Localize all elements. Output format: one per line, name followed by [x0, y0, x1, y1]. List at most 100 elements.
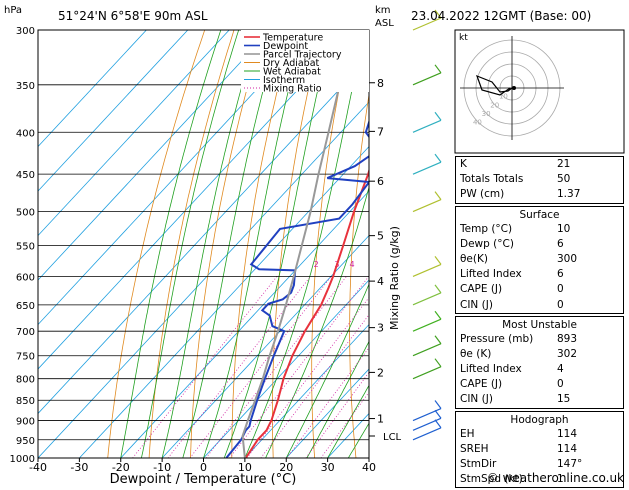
footer-copyright: © weatheronline.co.uk: [487, 471, 624, 485]
wet-adiabat-line: [141, 30, 240, 458]
pressure-tick-label: 750: [16, 352, 35, 363]
hodo-row: StmDir 147°: [456, 457, 623, 472]
hodograph-ring-label: 20: [490, 101, 499, 109]
wind-barb: [412, 427, 442, 441]
mu-row: θe (K) 302: [456, 347, 623, 362]
wet-adiabat-line: [306, 340, 369, 458]
isotherm-line: [244, 323, 369, 458]
x-tick-label: 30: [321, 461, 335, 474]
dry-adiabat-line: [107, 30, 206, 458]
mixing-ratio-line: [320, 391, 369, 458]
surface-row: Dewp (°C) 6: [456, 237, 623, 252]
pressure-tick-label: 950: [16, 436, 35, 447]
isotherm-line: [38, 30, 147, 148]
hodo-label: SREH: [460, 442, 489, 455]
mixing-ratio-label: 4: [350, 260, 355, 269]
km-tick-label: 2: [377, 366, 384, 379]
mu-value: 893: [557, 332, 578, 345]
surface-value: 10: [557, 222, 571, 235]
pressure-tick-label: 400: [16, 128, 35, 139]
index-label: Totals Totals: [460, 173, 524, 186]
wind-barb-flag: [434, 335, 442, 345]
surface-row: θe(K) 300: [456, 252, 623, 267]
km-tick-label: 1: [377, 413, 384, 426]
x-tick-label: -40: [29, 461, 47, 474]
wind-barb: [412, 17, 442, 31]
dry-adiabat-line: [422, 30, 439, 458]
index-value: 21: [557, 158, 571, 170]
mu-value: 15: [557, 393, 571, 406]
pressure-tick-label: 1000: [10, 454, 35, 465]
mixing-ratio-line: [286, 347, 369, 458]
isotherm-line: [161, 234, 369, 458]
legend-label: Mixing Ratio: [263, 84, 322, 95]
hodograph-trace: [475, 74, 513, 96]
surface-title: Surface: [519, 208, 560, 221]
wind-barb: [412, 292, 442, 306]
km-tick-label: 8: [377, 77, 384, 90]
index-label: K: [460, 158, 467, 170]
wind-barb: [412, 318, 442, 332]
surface-row: Temp (°C) 10: [456, 222, 623, 237]
pressure-tick-label: 300: [16, 26, 35, 37]
surface-value: 0: [557, 298, 564, 311]
hpa-unit: hPa: [4, 5, 22, 16]
wind-barb: [412, 199, 442, 213]
isotherm-line: [38, 30, 230, 237]
hodo-value: 1: [557, 473, 564, 486]
wind-barb-flag: [434, 256, 442, 265]
isotherm-line: [38, 30, 271, 281]
pressure-tick-label: 650: [16, 301, 35, 312]
wet-adiabat-line: [161, 30, 259, 458]
km-tick-label: 3: [377, 322, 384, 335]
mu-label: Lifted Index: [460, 363, 522, 376]
surface-row: CIN (J) 0: [456, 298, 623, 313]
isotherm-line: [38, 30, 189, 192]
surface-label: Temp (°C): [460, 222, 513, 235]
wind-barb-flag: [434, 111, 442, 121]
wind-barb: [412, 161, 442, 175]
mu-label: CIN (J): [460, 393, 493, 406]
pressure-tick-label: 900: [16, 417, 35, 428]
legend-label: Isotherm: [263, 75, 305, 86]
km-tick-label: 7: [377, 125, 384, 138]
isotherm-line: [38, 30, 354, 370]
hodograph-stats-title: Hodograph: [510, 413, 569, 426]
mu-value: 302: [557, 347, 578, 360]
profile-lines: [225, 30, 369, 458]
surface-box: Surface Temp (°C) 10 Dewp (°C) 6 θe(K) 300 …: [455, 205, 624, 314]
legend-box: [241, 30, 369, 92]
hodograph-ring-label: 10: [499, 93, 508, 101]
surface-label: θe(K): [460, 252, 488, 265]
x-tick-label: 40: [362, 461, 376, 474]
wind-barb-flag: [434, 9, 442, 19]
wind-barb-flag: [434, 419, 442, 429]
datetime-label: 23.04.2022 12GMT (Base: 00): [411, 9, 591, 23]
hodo-label: EH: [460, 427, 475, 440]
km-unit: km: [375, 5, 391, 16]
mu-row: CAPE (J) 0: [456, 377, 623, 392]
background-lines: 2 3 4 6 8 10 15 20 25: [38, 30, 439, 458]
asl-unit: ASL: [375, 18, 394, 29]
dry-adiabat-line: [349, 92, 369, 458]
km-tick-label: 6: [377, 175, 384, 188]
isotherm-line: [38, 57, 369, 415]
mixing-ratio-line: [305, 371, 369, 458]
wind-barb: [412, 417, 442, 431]
x-tick-label: 10: [238, 461, 252, 474]
wind-barb-flag: [434, 409, 442, 419]
mu-label: CAPE (J): [460, 378, 503, 391]
mu-label: Pressure (mb): [460, 332, 534, 345]
x-tick-label: -10: [153, 461, 171, 474]
pressure-tick-label: 500: [16, 208, 35, 219]
pressure-tick-label: 800: [16, 375, 35, 386]
index-value: 50: [557, 173, 571, 186]
isotherm-line: [203, 279, 369, 458]
index-label: PW (cm): [460, 188, 505, 201]
wind-barbs: [412, 9, 442, 441]
mixing-ratio-label: 2: [314, 260, 319, 269]
mu-row: Lifted Index 4: [456, 362, 623, 377]
surface-row: CAPE (J) 0: [456, 282, 623, 297]
